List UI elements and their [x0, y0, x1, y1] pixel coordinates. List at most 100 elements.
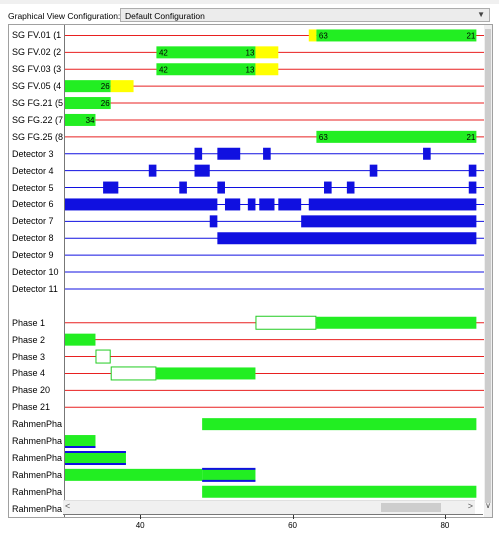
- row-label: SG FV.03 (3: [12, 64, 62, 75]
- frame-phase-bar: [65, 468, 203, 481]
- phase-bar: [65, 333, 96, 346]
- detector-bar: [468, 164, 477, 177]
- bar-value-label: 63: [319, 133, 328, 142]
- horizontal-scroll-thumb[interactable]: [381, 503, 441, 512]
- row-label: SG FG.22 (7: [12, 114, 64, 125]
- frame-phase-bar: [202, 418, 477, 431]
- signal-group-bar: [65, 97, 111, 110]
- phase-bar: [316, 316, 477, 329]
- detector-bar: [148, 164, 157, 177]
- frame-phase-bar: [202, 468, 256, 481]
- row-label: SG FV.05 (4: [12, 81, 62, 92]
- row-label: Phase 1: [12, 317, 46, 328]
- row-label: Detector 6: [12, 199, 54, 210]
- row-label: SG FV.01 (1: [12, 30, 62, 41]
- signal-group-bar: [156, 46, 256, 59]
- row-label: Detector 7: [12, 216, 54, 227]
- row-label: Detector 3: [12, 148, 54, 159]
- row-label: RahmenPha: [12, 419, 63, 430]
- row-label: RahmenPha: [12, 469, 63, 480]
- row-label: Detector 8: [12, 233, 54, 244]
- phase-outline-bar: [110, 366, 157, 381]
- detector-bar: [217, 181, 225, 194]
- frame-phase-bar: [65, 451, 126, 464]
- detector-bar: [224, 198, 241, 211]
- detector-bar: [103, 181, 119, 194]
- row-label: RahmenPha: [12, 436, 63, 447]
- config-dropdown[interactable]: Default Configuration ▼: [120, 8, 490, 22]
- detector-bar: [263, 147, 271, 160]
- config-selected-value: Default Configuration: [125, 11, 205, 21]
- phase-bar: [156, 367, 256, 380]
- axis-tick-label: 80: [440, 521, 450, 530]
- signal-group-bar: [255, 46, 279, 59]
- bar-value-label: 21: [466, 133, 475, 142]
- axis-tick: [444, 515, 446, 519]
- scroll-down-arrow-icon[interactable]: ∨: [485, 501, 491, 510]
- frame-phase-bar: [202, 485, 477, 498]
- signal-group-bar: [110, 80, 134, 93]
- detector-bar: [194, 147, 203, 160]
- signal-group-bar: [316, 130, 477, 143]
- bar-value-label: 26: [101, 82, 110, 91]
- signal-group-bar: [308, 29, 317, 42]
- detector-bar: [308, 198, 477, 211]
- bar-value-label: 34: [86, 116, 95, 125]
- scroll-left-arrow-icon[interactable]: <: [65, 501, 71, 511]
- row-label: SG FV.02 (2: [12, 47, 62, 58]
- row-label-column: SG FV.01 (1 SG FV.02 (2 SG FV.03 (3 SG FV.0…: [9, 25, 65, 517]
- bar-value-label: 42: [159, 48, 168, 57]
- config-label: Graphical View Configuration:: [8, 11, 121, 21]
- row-label: Detector 9: [12, 250, 54, 261]
- scroll-right-arrow-icon[interactable]: >: [467, 501, 473, 511]
- row-label: RahmenPha: [12, 452, 63, 463]
- detector-bar: [179, 181, 187, 194]
- detector-bar: [423, 147, 431, 160]
- signal-group-bar: [156, 63, 256, 76]
- row-label: RahmenPha: [12, 486, 63, 497]
- row-label: SG FG.21 (5: [12, 98, 64, 109]
- bar-value-label: 13: [246, 65, 255, 74]
- detector-bar: [369, 164, 378, 177]
- bar-value-label: 42: [159, 65, 168, 74]
- frame-phase-bar: [65, 435, 96, 448]
- detector-bar: [278, 198, 302, 211]
- row-label: Phase 4: [12, 368, 46, 379]
- chevron-down-icon[interactable]: ▼: [477, 10, 485, 19]
- detector-bar: [468, 181, 477, 194]
- row-label: Detector 5: [12, 182, 54, 193]
- axis-tick: [292, 515, 294, 519]
- axis-tick: [140, 515, 142, 519]
- detector-bar: [259, 198, 275, 211]
- signal-group-bar: [316, 29, 477, 42]
- row-label: Detector 11: [12, 283, 58, 294]
- phase-outline-bar: [255, 315, 317, 330]
- graphical-view-panel: SG FV.01 (1 SG FV.02 (2 SG FV.03 (3 SG FV.0…: [8, 24, 493, 518]
- phase-outline-bar: [95, 349, 111, 364]
- bar-value-label: 21: [466, 31, 475, 40]
- bar-value-label: 26: [101, 99, 110, 108]
- detector-bar: [217, 232, 477, 245]
- signal-group-bar: [65, 80, 111, 93]
- bar-value-label: 13: [246, 48, 255, 57]
- vertical-scroll-thumb[interactable]: [485, 29, 491, 503]
- horizontal-scrollbar[interactable]: < >: [63, 500, 475, 514]
- detector-bar: [217, 147, 241, 160]
- signal-group-bar: [65, 113, 96, 126]
- row-label: SG FG.25 (8: [12, 131, 64, 142]
- row-label: Phase 20: [12, 385, 51, 396]
- detector-bar: [346, 181, 355, 194]
- detector-bar: [247, 198, 256, 211]
- timeline-plot: 63 21 42 13 42 13 26 26 34 63 21: [65, 29, 484, 498]
- row-label: Phase 21: [12, 402, 51, 413]
- row-label: Detector 10: [12, 267, 59, 278]
- row-label: Phase 2: [12, 334, 46, 345]
- time-axis: 40 60 80: [63, 514, 483, 542]
- row-label: Phase 3: [12, 351, 46, 362]
- detector-bar: [301, 215, 477, 228]
- detector-bar: [209, 215, 218, 228]
- axis-tick-label: 40: [135, 521, 145, 530]
- bar-value-label: 63: [319, 31, 328, 40]
- vertical-scrollbar[interactable]: ∨: [484, 25, 492, 517]
- detector-bar: [194, 164, 210, 177]
